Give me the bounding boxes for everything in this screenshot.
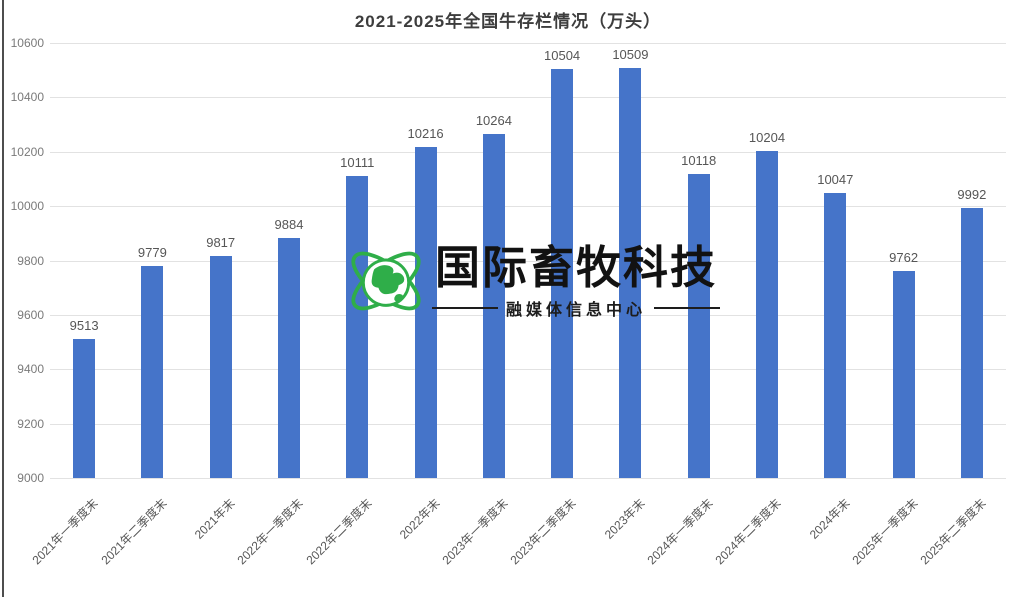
bar [687,174,710,478]
watermark-brand: 国际畜牧科技 [435,242,718,293]
watermark: 国际畜牧科技 融媒体信息中心 [344,237,721,325]
bar-value-label: 10047 [817,172,854,188]
x-axis-tick-label: 2021年末 [191,496,238,542]
gridline [50,97,1006,99]
bar-value-label: 9992 [957,187,987,203]
bar [278,237,300,478]
bar-value-label: 9762 [889,249,919,265]
x-axis-tick-label: 2023年二季度末 [507,496,580,568]
bar-value-label: 10216 [407,126,444,142]
y-axis-tick-label: 10200 [10,144,44,159]
x-axis-tick-label: 2021年一季度末 [29,496,102,568]
bar-value-label: 10509 [612,46,649,62]
gridline [50,423,1006,425]
y-axis-tick-label: 9000 [17,471,44,485]
x-axis-tick-label: 2022年一季度末 [234,496,306,568]
bar-value-label: 9817 [206,234,236,250]
watermark-text-block: 国际畜牧科技 融媒体信息中心 [432,242,721,320]
bar-value-label: 10204 [748,129,786,145]
x-axis-tick-label: 2025年一季度末 [849,496,921,568]
bar [551,69,574,478]
y-axis-tick-label: 10000 [10,199,44,214]
gridline [50,206,1006,208]
gridline [50,478,1006,479]
bar-value-label: 10118 [681,153,717,168]
y-axis-tick-label: 9400 [17,362,44,377]
y-axis-tick-label: 9600 [17,307,44,322]
x-axis-tick-label: 2023年末 [601,496,648,542]
x-axis-tick-label: 2024年末 [806,496,853,542]
bar [960,208,983,478]
gridline [50,369,1006,371]
watermark-divider-right [654,307,721,309]
x-axis-tick-label: 2021年二季度末 [98,496,170,568]
screenshot-left-border [2,0,4,597]
x-axis-tick-label: 2022年末 [396,496,443,542]
bar-value-label: 9779 [137,245,167,261]
watermark-subtitle: 融媒体信息中心 [506,302,647,319]
gridline [50,314,1006,316]
gridline [50,43,1006,44]
y-axis-tick-label: 10600 [10,36,44,50]
bar [209,255,232,478]
x-axis-tick-label: 2024年一季度末 [644,496,716,568]
bar [619,67,642,478]
bar [73,338,96,478]
y-axis-tick-label: 10400 [10,90,44,105]
bar-value-label: 10264 [475,113,512,129]
bar-value-label: 9884 [274,216,304,232]
bar-value-label: 9513 [69,317,99,333]
bar-value-label: 10504 [544,48,581,64]
watermark-subtitle-row: 融媒体信息中心 [432,296,721,320]
y-axis-tick-label: 9200 [17,416,44,431]
x-axis-tick-label: 2022年二季度末 [303,496,375,568]
chart-title: 2021-2025年全国牛存栏情况（万头） [354,12,662,31]
bar [141,266,164,478]
gridline [50,151,1006,153]
bar [414,147,437,478]
x-axis-tick-label: 2024年二季度末 [712,496,784,568]
bar [892,270,915,478]
bar [346,175,369,478]
bar [824,193,847,478]
bar-value-label: 10111 [340,154,375,170]
x-axis-tick-label: 2025年二季度末 [917,496,989,568]
watermark-divider-left [432,307,498,309]
globe-orbit-icon [351,251,421,311]
gridline [50,260,1006,262]
bar [756,150,778,478]
y-axis-tick-label: 9800 [17,253,44,268]
x-axis-tick-label: 2023年一季度末 [439,496,511,568]
bar [482,134,505,478]
